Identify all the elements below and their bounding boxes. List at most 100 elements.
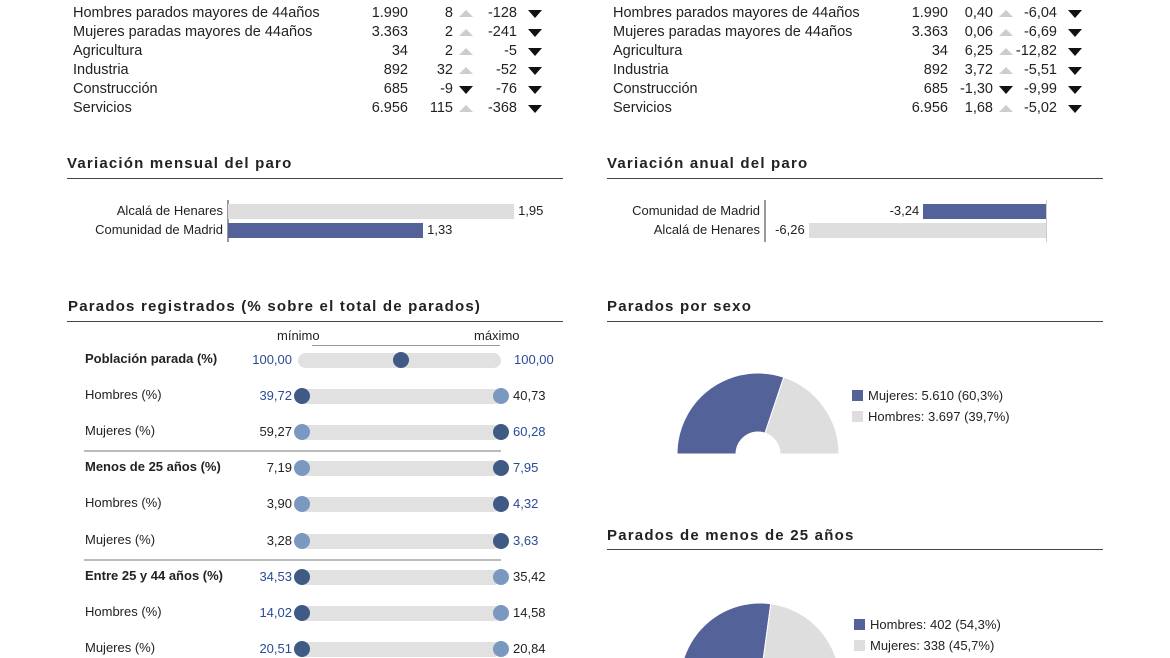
arrow-down-icon bbox=[528, 86, 542, 94]
arrow-up-icon bbox=[459, 67, 473, 74]
annual-change: -5,02 bbox=[1023, 100, 1057, 116]
range-row-label: Hombres (%) bbox=[85, 387, 162, 403]
max-value: 20,84 bbox=[513, 640, 546, 656]
arrow-up-icon bbox=[999, 29, 1013, 36]
min-dot bbox=[294, 604, 310, 621]
range-track bbox=[298, 533, 501, 549]
row-value: 892 bbox=[383, 62, 408, 78]
range-row-label: Hombres (%) bbox=[85, 495, 162, 511]
range-track bbox=[298, 569, 501, 585]
group-divider bbox=[84, 558, 501, 561]
arrow-down-icon bbox=[1068, 29, 1082, 37]
legend-label: Mujeres: 5.610 (60,3%) bbox=[868, 388, 1004, 403]
monthly-change: 6,25 bbox=[964, 43, 993, 59]
row-value: 1.990 bbox=[911, 5, 948, 21]
divider bbox=[607, 321, 1103, 322]
arrow-down-icon bbox=[528, 10, 542, 18]
category-label: Comunidad de Madrid bbox=[632, 203, 760, 218]
min-value: 100,00 bbox=[252, 352, 292, 367]
min-dot bbox=[294, 532, 310, 549]
arrow-down-icon bbox=[528, 105, 542, 113]
min-dot bbox=[294, 424, 310, 441]
max-value: 14,58 bbox=[513, 604, 546, 620]
row-label: Hombres parados mayores de 44años bbox=[73, 5, 320, 21]
monthly-change: 8 bbox=[444, 5, 453, 21]
row-value: 6.956 bbox=[911, 100, 948, 116]
monthly-change: -1,30 bbox=[959, 81, 993, 97]
min-value: 59,27 bbox=[259, 424, 292, 440]
arrow-up-icon bbox=[999, 48, 1013, 55]
annual-change: -52 bbox=[496, 62, 517, 78]
monthly-change: 0,40 bbox=[964, 5, 993, 21]
bar bbox=[228, 204, 515, 219]
arrow-down-icon bbox=[528, 48, 542, 56]
annual-change: -6,69 bbox=[1023, 24, 1057, 40]
monthly-change: 2 bbox=[444, 24, 453, 40]
max-dot bbox=[493, 568, 509, 585]
registered-title: Parados registrados (% sobre el total de… bbox=[68, 298, 482, 315]
monthly-variation-title: Variación mensual del paro bbox=[67, 155, 293, 172]
max-dot bbox=[493, 388, 509, 405]
arrow-up-icon bbox=[459, 10, 473, 17]
max-value: 100,00 bbox=[514, 352, 554, 367]
annual-change: -128 bbox=[487, 5, 517, 21]
annual-change: -9,99 bbox=[1023, 81, 1057, 97]
arrow-down-icon bbox=[999, 86, 1013, 94]
row-label: Industria bbox=[613, 62, 669, 78]
pie-slice bbox=[762, 603, 837, 658]
max-column-label: máximo bbox=[474, 328, 520, 343]
annual-change: -6,04 bbox=[1023, 5, 1057, 21]
row-value: 3.363 bbox=[911, 24, 948, 40]
min-dot bbox=[294, 388, 310, 405]
range-track bbox=[298, 461, 501, 477]
monthly-change: 1,68 bbox=[964, 100, 993, 116]
annual-variation-title: Variación anual del paro bbox=[607, 155, 809, 172]
monthly-change: 115 bbox=[429, 100, 453, 116]
min-value: 34,53 bbox=[259, 568, 292, 584]
annual-change: -12,82 bbox=[1015, 43, 1057, 59]
arrow-up-icon bbox=[999, 105, 1013, 112]
pie-slice bbox=[676, 372, 785, 455]
arrow-down-icon bbox=[1068, 48, 1082, 56]
arrow-down-icon bbox=[1068, 86, 1082, 94]
min-dot bbox=[294, 496, 310, 513]
range-row-label: Hombres (%) bbox=[85, 603, 162, 619]
range-row-label: Mujeres (%) bbox=[85, 639, 156, 655]
legend-label: Hombres: 402 (54,3%) bbox=[870, 617, 1001, 632]
arrow-up-icon bbox=[999, 67, 1013, 74]
annual-change: -5 bbox=[504, 43, 517, 59]
row-value: 685 bbox=[383, 81, 408, 97]
bar bbox=[228, 223, 424, 238]
row-value: 34 bbox=[391, 43, 408, 59]
max-value: 60,28 bbox=[513, 424, 546, 440]
range-row-label: Mujeres (%) bbox=[85, 531, 156, 547]
row-value: 685 bbox=[923, 81, 948, 97]
max-value: 3,63 bbox=[513, 532, 539, 548]
range-row-label: Menos de 25 años (%) bbox=[85, 459, 221, 475]
arrow-down-icon bbox=[528, 67, 542, 75]
monthly-change: 3,72 bbox=[964, 62, 993, 78]
range-track bbox=[298, 605, 501, 621]
legend-swatch bbox=[852, 390, 863, 401]
divider bbox=[607, 178, 1103, 179]
pie-slice bbox=[683, 602, 772, 658]
range-track bbox=[298, 389, 501, 405]
row-label: Servicios bbox=[613, 100, 672, 116]
monthly-change: 32 bbox=[436, 62, 453, 78]
min-value: 14,02 bbox=[259, 604, 292, 620]
bar-value-label: -3,24 bbox=[889, 203, 920, 218]
legend-swatch bbox=[854, 640, 865, 651]
monthly-change: 2 bbox=[444, 43, 453, 59]
bar-value-label: 1,33 bbox=[427, 222, 453, 237]
group-divider bbox=[84, 450, 501, 453]
row-value: 6.956 bbox=[371, 100, 408, 116]
row-value: 3.363 bbox=[371, 24, 408, 40]
legend-swatch bbox=[854, 619, 865, 630]
legend-item: Hombres: 3.697 (39,7%) bbox=[852, 409, 1010, 424]
monthly-change: 0,06 bbox=[964, 24, 993, 40]
category-label: Alcalá de Henares bbox=[653, 222, 760, 237]
pie-slice bbox=[764, 376, 840, 455]
range-row-label: Entre 25 y 44 años (%) bbox=[85, 567, 223, 583]
annual-change: -241 bbox=[487, 24, 517, 40]
value-dot bbox=[393, 352, 409, 368]
